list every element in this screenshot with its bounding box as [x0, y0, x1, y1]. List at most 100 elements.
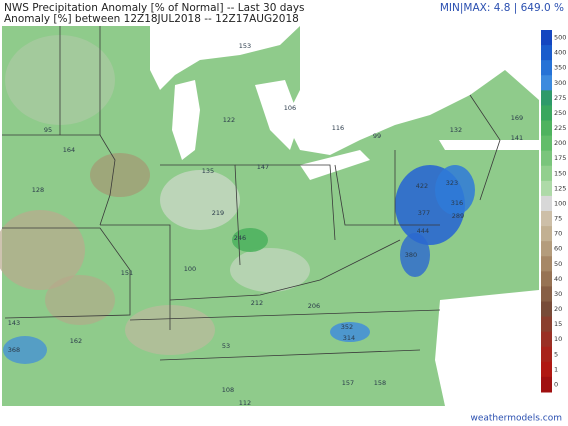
colorbar-swatch	[541, 256, 552, 272]
min-max: MIN|MAX: 4.8 | 649.0 %	[440, 2, 564, 14]
colorbar-swatch	[541, 286, 552, 302]
station-value: 157	[342, 379, 354, 387]
station-value: 380	[405, 251, 417, 259]
colorbar-label: 5	[554, 350, 558, 358]
station-value: 164	[63, 146, 75, 154]
colorbar-label: 125	[554, 184, 566, 192]
colorbar-swatch	[541, 226, 552, 242]
dry-area	[90, 153, 150, 197]
station-value: 158	[374, 379, 386, 387]
website-credit: weathermodels.com	[470, 414, 562, 424]
colorbar-swatch	[541, 195, 552, 212]
colorbar-swatch	[541, 60, 552, 76]
colorbar-label: 70	[554, 230, 562, 238]
colorbar-swatch	[541, 361, 552, 378]
station-value: 99	[373, 132, 381, 140]
colorbar-label: 0	[554, 380, 558, 388]
colorbar-swatch	[541, 135, 552, 152]
colorbar-swatch	[541, 90, 552, 106]
water	[435, 140, 539, 406]
map-subtitle: Anomaly [%] between 12Z18JUL2018 -- 12Z1…	[4, 13, 299, 25]
colorbar-swatch	[541, 316, 552, 333]
colorbar-label: 350	[554, 64, 566, 72]
wet-area	[232, 228, 268, 252]
station-value: 100	[184, 265, 196, 273]
station-value: 108	[222, 386, 234, 394]
colorbar-label: 150	[554, 169, 566, 177]
station-value: 116	[332, 124, 344, 132]
station-value: 352	[341, 323, 353, 331]
map-area	[0, 26, 539, 406]
station-value: 212	[251, 299, 263, 307]
colorbar-label: 225	[554, 124, 566, 132]
colorbar-label: 250	[554, 109, 566, 117]
colorbar-swatch	[541, 346, 552, 363]
station-value: 53	[222, 342, 230, 350]
station-value: 147	[257, 163, 269, 171]
colorbar-swatch	[541, 331, 552, 348]
colorbar-swatch	[541, 271, 552, 287]
station-value: 141	[511, 134, 523, 142]
station-value: 95	[44, 126, 52, 134]
colorbar-swatch	[541, 211, 552, 227]
station-value: 206	[308, 302, 320, 310]
colorbar-swatch	[541, 45, 552, 61]
wet-area	[435, 165, 475, 215]
station-value: 162	[70, 337, 82, 345]
station-value: 106	[284, 104, 296, 112]
colorbar-swatch	[541, 120, 552, 137]
colorbar-swatch	[541, 150, 552, 167]
station-value: 368	[8, 346, 20, 354]
state-borders	[2, 26, 501, 361]
station-value: 219	[212, 209, 224, 217]
station-value: 135	[202, 167, 214, 175]
colorbar-swatch	[541, 75, 552, 91]
colorbar-label: 15	[554, 320, 562, 328]
station-value: 112	[239, 399, 251, 407]
wet-area	[400, 233, 430, 277]
station-value: 422	[416, 182, 428, 190]
lake-michigan	[172, 80, 200, 160]
colorbar-swatch	[541, 180, 552, 197]
colorbar-label: 100	[554, 199, 566, 207]
colorbar-label: 40	[554, 275, 562, 283]
wet-area	[3, 336, 47, 364]
station-value: 316	[451, 199, 463, 207]
colorbar-label: 275	[554, 94, 566, 102]
colorbar-swatch	[541, 301, 552, 318]
colorbar-label: 30	[554, 290, 562, 298]
station-value: 153	[239, 42, 251, 50]
near-normal-area	[160, 170, 240, 230]
map-title: NWS Precipitation Anomaly [% of Normal] …	[4, 2, 305, 14]
colorbar-label: 500	[554, 34, 566, 42]
wet-area	[330, 322, 370, 342]
station-value: 132	[450, 126, 462, 134]
colorbar-label: 300	[554, 79, 566, 87]
station-value: 128	[32, 186, 44, 194]
colorbar-swatch	[541, 376, 552, 393]
lake-huron	[255, 80, 300, 150]
station-value: 314	[343, 334, 355, 342]
dry-area	[0, 210, 85, 290]
colorbar-label: 20	[554, 305, 562, 313]
near-normal-area	[230, 248, 310, 292]
station-value: 169	[511, 114, 523, 122]
colorbar-label: 10	[554, 335, 562, 343]
colorbar-label: 1	[554, 365, 558, 373]
colorbar-label: 200	[554, 139, 566, 147]
station-value: 323	[446, 179, 458, 187]
colorbar-label: 60	[554, 245, 562, 253]
station-value: 246	[234, 234, 246, 242]
canada-lakes	[285, 26, 539, 155]
lake-superior	[150, 26, 300, 90]
station-value: 289	[452, 212, 464, 220]
station-value: 122	[223, 116, 235, 124]
colorbar-swatch	[541, 30, 552, 46]
station-value: 377	[418, 209, 430, 217]
colorbar-label: 75	[554, 215, 562, 223]
station-value: 444	[417, 227, 429, 235]
colorbar-label: 175	[554, 154, 566, 162]
station-value: 151	[121, 269, 133, 277]
